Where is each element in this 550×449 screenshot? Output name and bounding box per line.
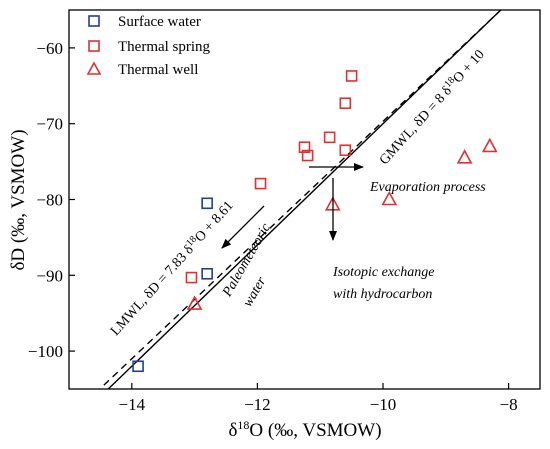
annotations: GMWL, δD = 8 δ18O + 10 LMWL, δD = 7.83 δ…: [106, 46, 488, 339]
isotopic-exchange-label-2: with hydrocarbon: [333, 287, 432, 302]
legend-marker-surface-water: [88, 15, 100, 27]
isotopic-exchange-label-1: Isotopic exchange: [332, 265, 434, 280]
y-tick-label: −100: [28, 342, 63, 361]
thermal-spring-point: [345, 70, 358, 82]
surface-water-point: [132, 360, 144, 373]
paleometeoric-arrow: [221, 205, 265, 249]
y-axis-title: δD (‰, VSMOW): [8, 129, 29, 270]
thermal-spring-point: [323, 131, 336, 144]
axis-ticks: −14 −12 −10 −8 −100 −90 −80 −70 −60: [28, 39, 518, 414]
x-tick-label: −10: [370, 395, 397, 414]
legend-label-surface-water: Surface water: [118, 14, 201, 30]
legend-label-thermal-well: Thermal well: [118, 62, 198, 78]
gmwl-line: [107, 10, 502, 389]
evaporation-label: Evaporation process: [369, 180, 486, 195]
x-tick-label: −14: [119, 395, 146, 414]
thermal-well-point: [186, 295, 203, 310]
legend-marker-thermal-well: [86, 61, 102, 75]
thermal-spring-point: [254, 177, 267, 190]
legend-label-thermal-spring: Thermal spring: [118, 39, 211, 55]
thermal-well-point: [456, 149, 473, 164]
gmwl-label: GMWL, δD = 8 δ18O + 10: [375, 46, 488, 168]
thermal-well-point: [381, 190, 398, 206]
legend: Surface water Thermal spring Thermal wel…: [86, 14, 211, 78]
thermal-spring-point: [301, 149, 314, 162]
lmwl-label: LMWL, δD = 7.83 δ18O + 8.61: [106, 197, 236, 339]
x-axis-title: δ18O (‰, VSMOW): [228, 418, 381, 441]
y-tick-label: −60: [36, 39, 63, 58]
legend-marker-thermal-spring: [88, 40, 100, 52]
paleometeoric-label-2: water: [241, 274, 270, 310]
thermal-spring-point: [185, 271, 198, 284]
y-tick-label: −80: [36, 191, 63, 210]
regression-lines: [98, 10, 502, 389]
y-tick-label: −90: [36, 266, 63, 285]
thermal-spring-point: [298, 141, 311, 153]
x-tick-label: −8: [500, 395, 518, 414]
x-tick-label: −12: [244, 395, 271, 414]
y-tick-label: −70: [36, 115, 63, 134]
data-points: [132, 70, 498, 373]
thermal-spring-point: [339, 97, 352, 110]
surface-water-point: [201, 197, 213, 210]
thermal-well-point: [481, 137, 498, 153]
surface-water-point: [201, 267, 213, 280]
paleometeoric-label-1: Paleometeoric: [220, 220, 275, 300]
thermal-spring-point: [339, 144, 352, 157]
